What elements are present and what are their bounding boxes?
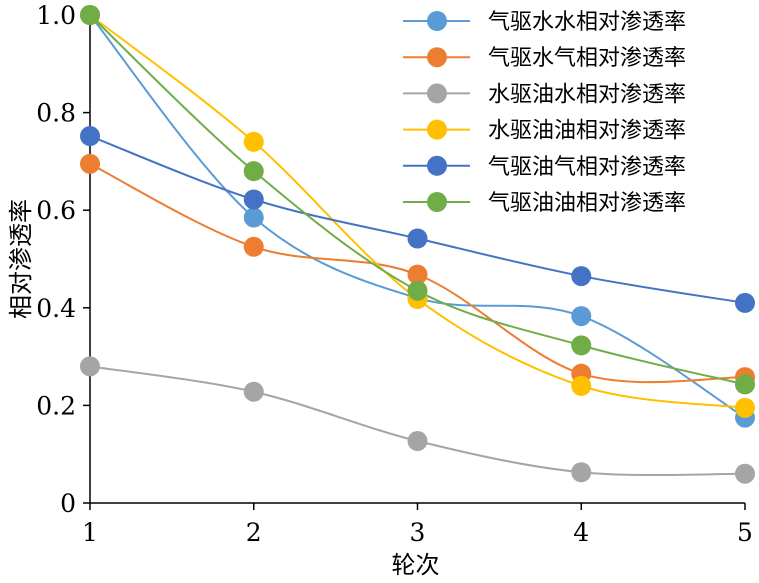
series-3-point-1 [80,356,100,377]
series-6-point-5 [735,374,755,395]
series-3-point-5 [735,463,755,484]
x-axis-title: 轮次 [392,551,440,579]
series-points [80,5,755,484]
series-3-point-3 [407,431,428,452]
series-4-point-2 [243,131,264,152]
axes: 0 0.2 0.4 0.6 0.8 1.0 1 2 3 4 5 [36,1,753,547]
legend-label-1: 气驱水水相对渗透率 [488,10,686,35]
x-tick-label: 4 [573,518,589,547]
series-6-point-3 [407,280,428,301]
series-line-4 [89,14,746,409]
legend-marker-6 [427,192,447,212]
y-tick-label: 1.0 [36,1,76,30]
series-6-point-2 [243,161,264,182]
series-5-point-1 [80,126,100,147]
legend-label-3: 水驱油水相对渗透率 [488,82,686,107]
series-6-point-1 [80,5,100,25]
y-tick-label: 0.2 [36,391,76,420]
series-3-point-4 [571,462,592,483]
x-tick-label: 5 [737,518,753,547]
series-4-point-4 [571,375,592,396]
series-2-point-3 [407,264,428,285]
legend-label-4: 水驱油油相对渗透率 [488,119,686,144]
series-1-point-2 [243,207,264,228]
y-axis-title: 相对渗透率 [7,199,35,319]
series-line-1 [89,14,746,419]
series-6-point-4 [571,335,592,356]
legend-marker-4 [427,119,447,140]
series-3-point-2 [243,381,264,402]
series-5-point-2 [243,189,264,210]
series-5-point-3 [407,228,428,249]
x-tick-label: 3 [410,518,426,547]
series-2-point-2 [243,236,264,257]
y-tick-label: 0 [60,489,76,518]
y-tick-label: 0.8 [36,99,76,128]
series-4-point-5 [735,397,755,418]
legend-marker-1 [427,11,447,31]
legend-marker-2 [427,47,447,68]
x-tick-label: 2 [246,518,262,547]
x-tick-label: 1 [82,518,98,547]
series-5-point-4 [571,266,592,287]
legend-label-5: 气驱油气相对渗透率 [488,155,686,180]
legend: 气驱水水相对渗透率气驱水气相对渗透率水驱油水相对渗透率水驱油油相对渗透率气驱油气… [403,10,686,216]
series-5-point-5 [735,292,755,313]
legend-label-6: 气驱油油相对渗透率 [488,191,686,216]
y-tick-label: 0.6 [36,196,76,225]
y-ticks: 0 0.2 0.4 0.6 0.8 1.0 [36,1,90,518]
series-2-point-1 [80,153,100,174]
legend-marker-5 [427,155,447,176]
y-tick-label: 0.4 [36,294,76,323]
legend-marker-3 [427,83,447,104]
series-1-point-4 [571,306,592,327]
series-line-6 [89,14,746,386]
legend-label-2: 气驱水气相对渗透率 [488,46,686,71]
x-ticks: 1 2 3 4 5 [82,503,753,547]
